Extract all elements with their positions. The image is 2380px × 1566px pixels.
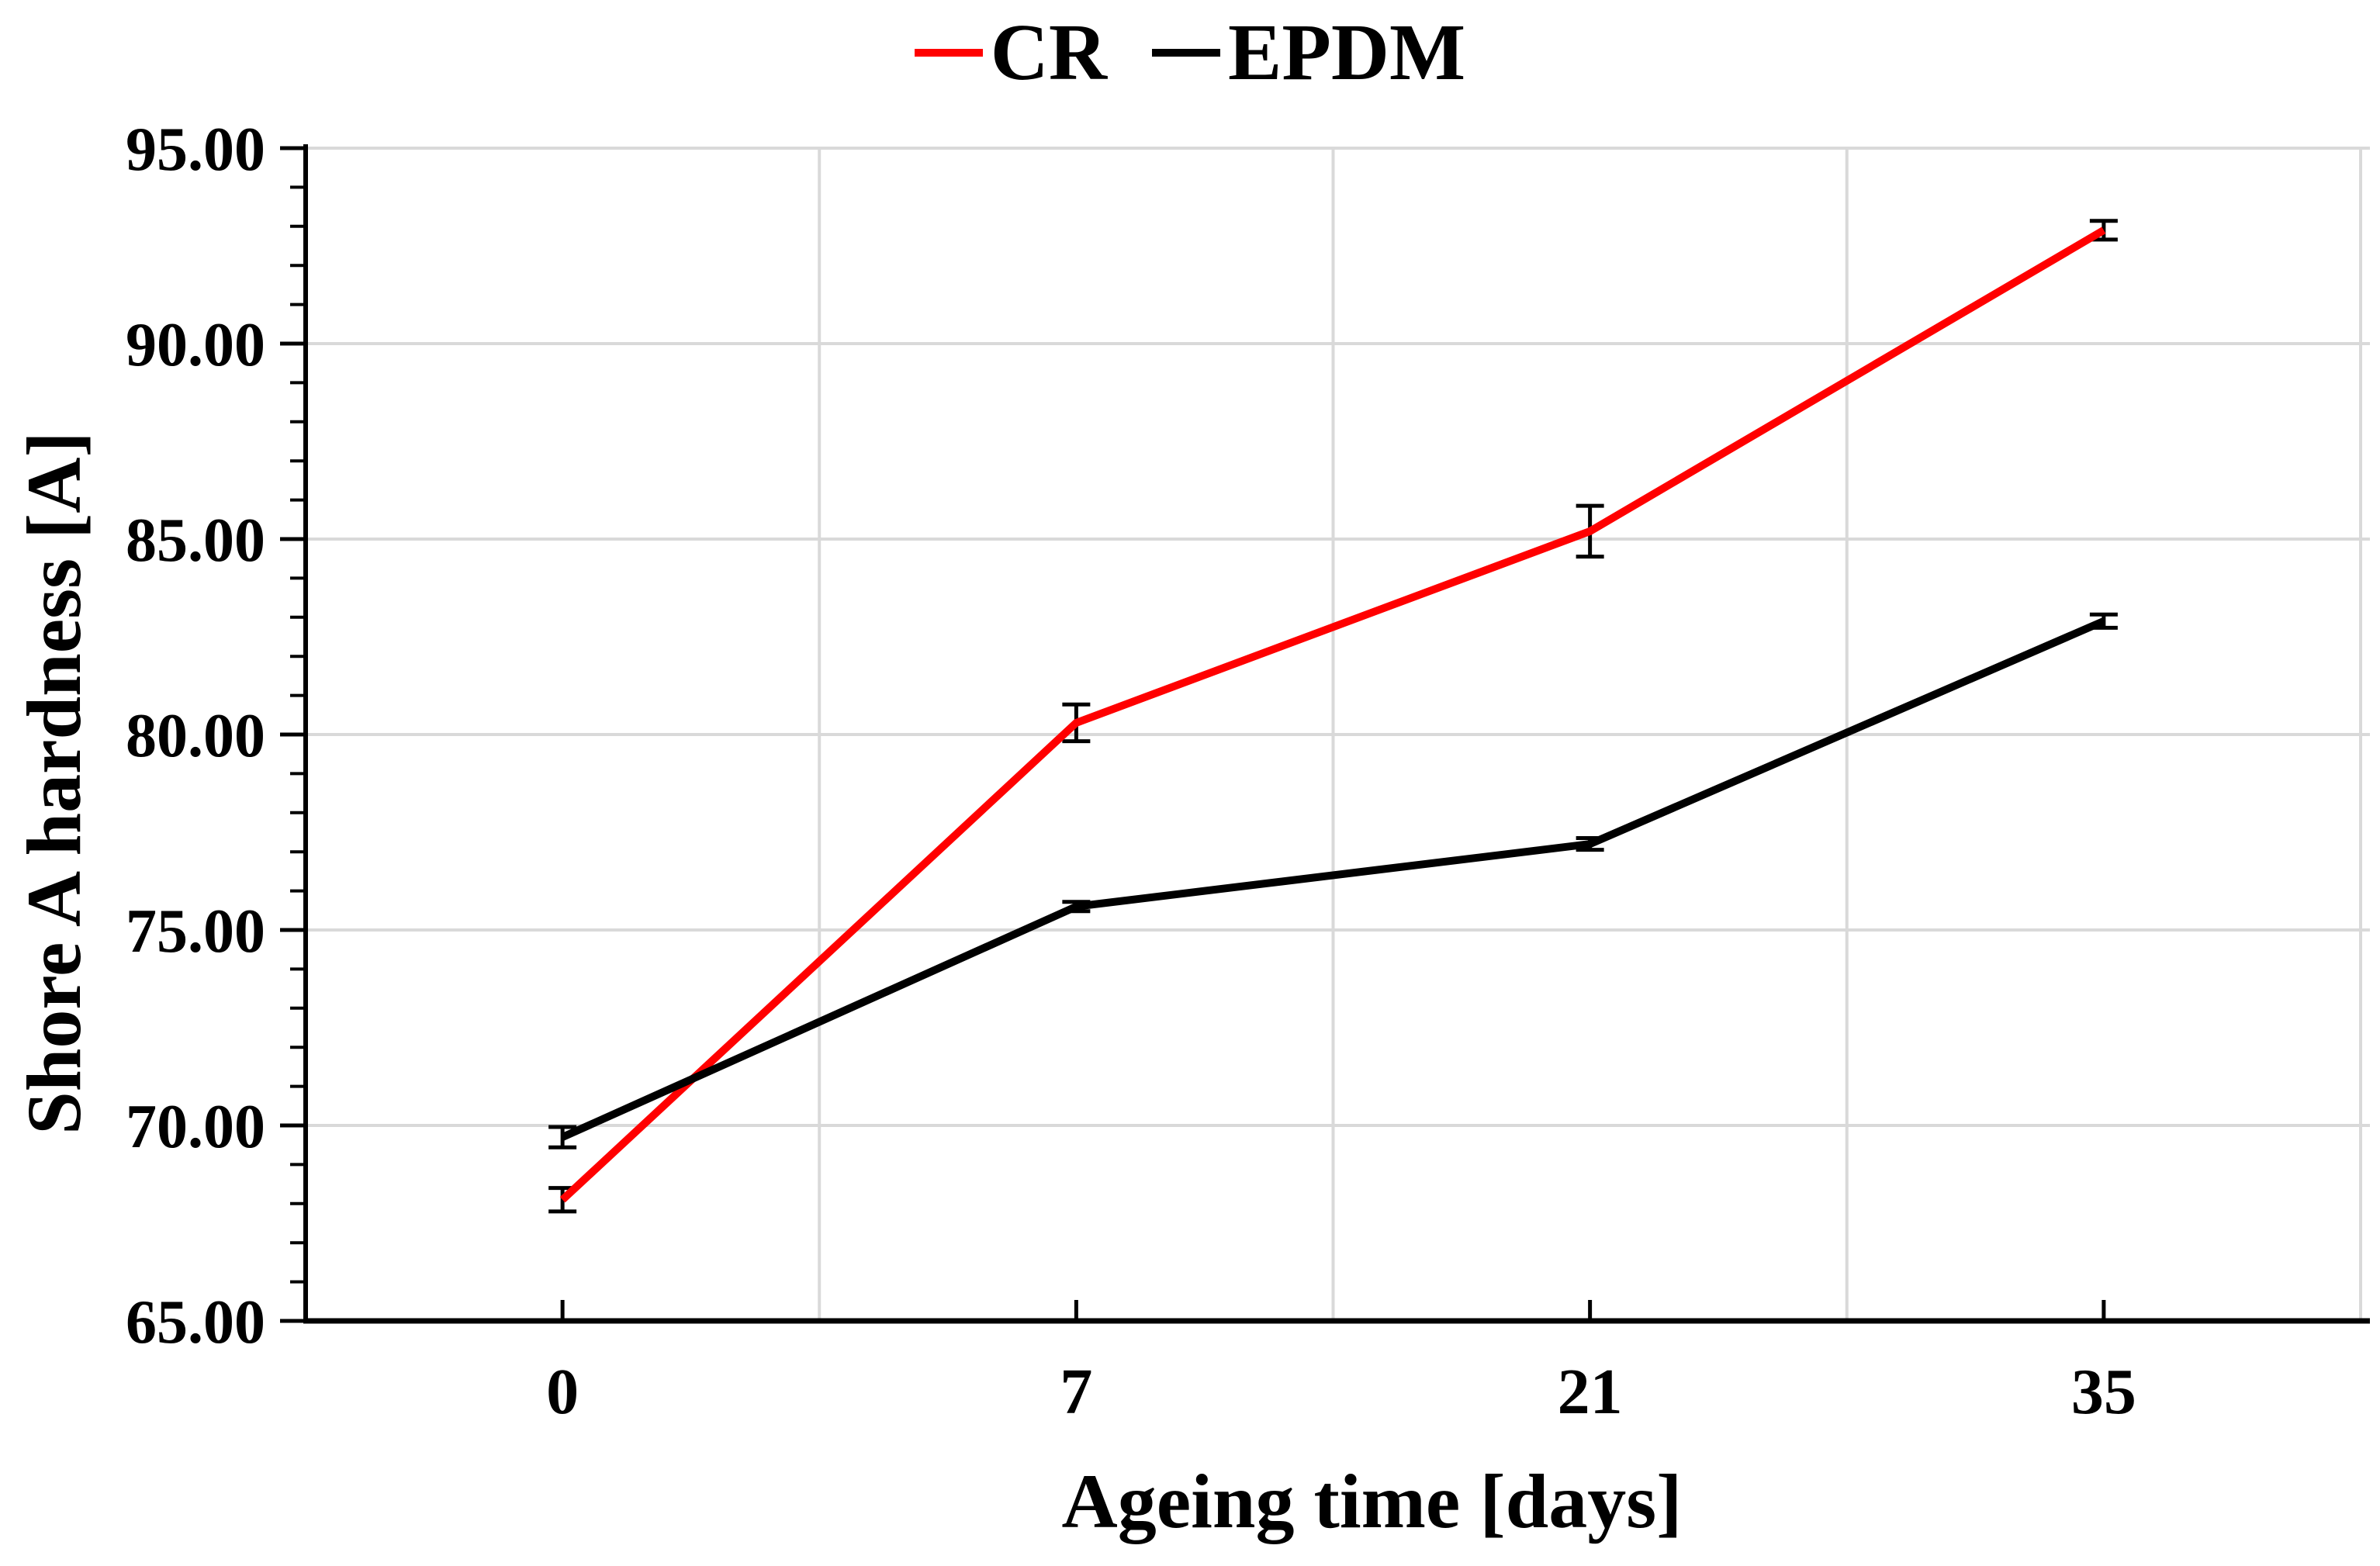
legend-item-cr: CR: [914, 8, 1108, 97]
y-tick-label-85.00: 85.00: [126, 506, 265, 575]
y-tick-label-70.00: 70.00: [126, 1093, 265, 1161]
y-tick-label-90.00: 90.00: [126, 311, 265, 379]
legend-label-cr: CR: [990, 8, 1108, 97]
legend-line-icon-cr: [914, 49, 983, 57]
series-line-CR: [559, 226, 2106, 1203]
x-tick-label-0: 0: [546, 1356, 579, 1428]
y-tick-label-65.00: 65.00: [126, 1288, 265, 1357]
x-axis-title: Ageing time [days]: [1061, 1458, 1683, 1544]
series-line-EPDM: [561, 617, 2105, 1141]
legend-line-icon-epdm: [1152, 49, 1221, 57]
x-tick-label-21: 21: [1558, 1356, 1623, 1428]
x-tick-label-7: 7: [1060, 1356, 1092, 1428]
y-axis-title: Shore A hardness [A]: [11, 431, 97, 1135]
legend-item-epdm: EPDM: [1152, 12, 1465, 93]
legend: CR EPDM: [0, 0, 2380, 105]
legend-label-epdm: EPDM: [1228, 8, 1466, 97]
y-tick-label-95.00: 95.00: [126, 116, 265, 184]
y-tick-label-75.00: 75.00: [126, 897, 265, 966]
x-tick-label-35: 35: [2071, 1356, 2136, 1428]
y-tick-label-80.00: 80.00: [126, 702, 265, 770]
